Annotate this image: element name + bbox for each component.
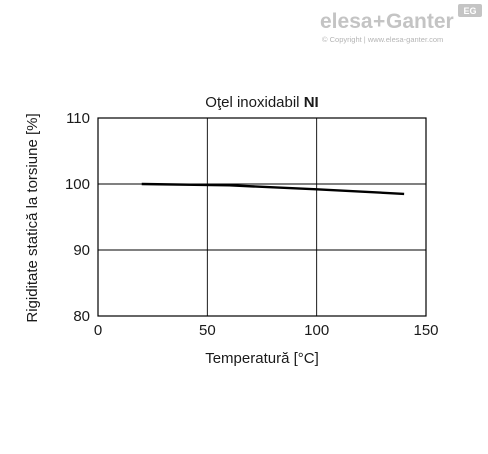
y-tick-label: 80 [73, 308, 90, 325]
x-tick-label: 150 [413, 322, 438, 339]
logo-badge-text: EG [463, 6, 476, 16]
y-tick-label: 90 [73, 242, 90, 259]
y-axis-label: Rigiditate statică la torsiune [%] [24, 113, 41, 322]
logo-brand-ganter: Ganter [386, 10, 454, 33]
grid [98, 118, 426, 316]
logo-copyright: © Copyright | www.elesa-ganter.com [322, 35, 443, 44]
logo-brand-plus: + [373, 10, 385, 33]
y-tick-label: 100 [65, 176, 90, 193]
x-tick-label: 50 [199, 322, 216, 339]
y-tick-label: 110 [66, 110, 90, 127]
x-tick-label: 100 [304, 322, 329, 339]
series-group [141, 182, 405, 196]
series-line [141, 182, 405, 196]
logo-brand-elesa: elesa [320, 10, 373, 33]
x-tick-label: 0 [94, 322, 102, 339]
tick-labels: 0 50 100 150 80 90 100 110 [65, 110, 439, 339]
elesa-ganter-logo: elesa + Ganter EG © Copyright | www.eles… [318, 4, 484, 50]
chart-title-bold: NI [304, 94, 319, 111]
logo-graphic: elesa + Ganter EG © Copyright | www.eles… [320, 4, 482, 44]
plot-area-frame [97, 117, 427, 317]
logo-badge-box [458, 4, 482, 17]
chart-title-prefix: Oţel inoxidabil [205, 94, 303, 111]
chart-title: Oţel inoxidabil NI [205, 94, 318, 111]
x-axis-label: Temperatură [°C] [205, 350, 319, 367]
